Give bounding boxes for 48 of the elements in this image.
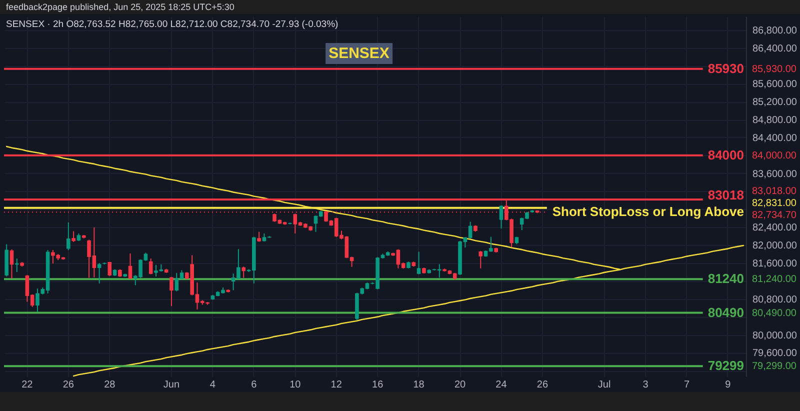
y-tick-label: 81,600.00 — [752, 258, 798, 270]
x-tick-label: 18 — [413, 380, 425, 390]
y-tick-label: 86,400.00 — [752, 43, 798, 54]
text: 81,240.00 — [752, 274, 797, 286]
text: 85,930.00 — [752, 64, 797, 75]
x-tick-label: 6 — [251, 380, 258, 390]
y-tick-label: 80,000.00 — [752, 330, 798, 342]
y-tick-label: 84,400.00 — [752, 132, 798, 144]
x-tick-label: 4 — [210, 380, 216, 390]
x-tick-label: 3 — [642, 380, 649, 390]
text: 83,018.00 — [752, 186, 797, 198]
x-tick-label: 7 — [684, 380, 690, 390]
x-tick-label: 20 — [454, 380, 466, 390]
y-tick-label: 84,800.00 — [752, 115, 798, 126]
text: feedback2page published, Jun 25, 2025 18:25 UTC+5:30 — [6, 1, 234, 14]
x-tick-label: 9 — [725, 380, 732, 390]
y-tick-label: 85,600.00 — [752, 79, 798, 90]
y-tick-label: 83,600.00 — [752, 168, 798, 180]
y-tick-label: 86,800.00 — [752, 25, 798, 36]
annotation: SENSEX · 2h O82,763.52 H82,765.00 L82,712.00 C82,734.70 -27.93 (-0.03%) — [6, 19, 338, 30]
x-tick-label: 26 — [62, 380, 74, 390]
text: SENSEX — [326, 43, 392, 64]
text: 80,490.00 — [752, 308, 797, 319]
text: 79,299.00 — [752, 361, 797, 372]
x-tick-label: 26 — [536, 380, 548, 390]
y-tick-label: 80,800.00 — [752, 294, 798, 306]
x-tick-label: 10 — [290, 380, 302, 390]
x-tick-label: 12 — [330, 380, 342, 390]
y-tick-label: 82,000.00 — [752, 240, 798, 252]
x-tick-label: Jun — [163, 380, 180, 390]
text: 82,831.00 — [752, 198, 797, 210]
text: 82,734.70 — [752, 210, 797, 222]
ref-line-label: 79299 — [708, 358, 744, 374]
x-tick-label: 16 — [372, 380, 384, 390]
text: 84,000.00 — [752, 150, 797, 162]
ref-line-label: 81240 — [708, 271, 744, 286]
x-tick-label: Jul — [598, 380, 611, 390]
ref-line-label: 85930 — [708, 60, 744, 76]
ref-line-label: 80490 — [708, 304, 744, 320]
y-tick-label: 82,400.00 — [752, 222, 798, 234]
x-tick-label: 24 — [496, 380, 508, 390]
x-tick-label: 28 — [104, 380, 116, 390]
ref-line-label: 84000 — [708, 147, 744, 162]
ref-line-label: Short StopLoss or Long Above — [552, 204, 744, 219]
x-tick-label: 22 — [22, 380, 34, 390]
ref-line-label: 83018 — [708, 188, 744, 203]
y-tick-label: 79,600.00 — [752, 348, 798, 360]
y-tick-label: 85,200.00 — [752, 97, 798, 108]
